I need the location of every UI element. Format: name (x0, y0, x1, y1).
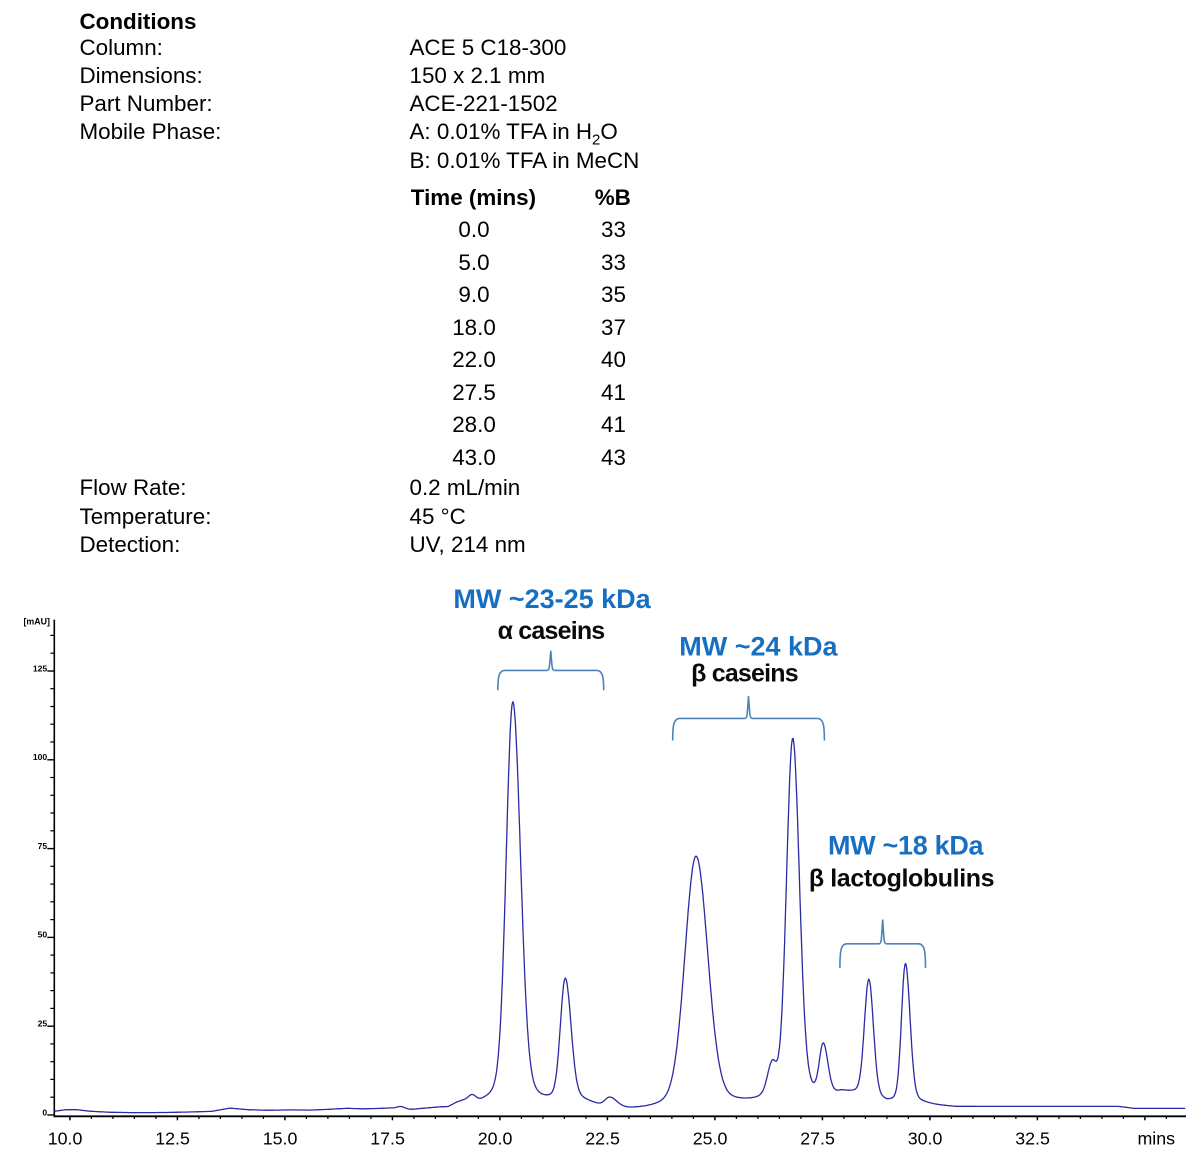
svg-text:15.0: 15.0 (263, 1129, 298, 1149)
svg-text:β lactoglobulins: β lactoglobulins (809, 864, 994, 892)
svg-text:100: 100 (33, 752, 48, 762)
svg-text:10.0: 10.0 (48, 1129, 83, 1149)
svg-text:25: 25 (38, 1019, 48, 1029)
svg-text:β caseins: β caseins (691, 660, 798, 688)
svg-text:75: 75 (38, 841, 48, 851)
svg-text:0: 0 (42, 1107, 47, 1117)
svg-text:20.0: 20.0 (478, 1129, 513, 1149)
svg-text:30.0: 30.0 (908, 1129, 943, 1149)
svg-text:50: 50 (38, 930, 48, 940)
svg-text:22.5: 22.5 (585, 1129, 620, 1149)
svg-text:[mAU]: [mAU] (24, 617, 50, 627)
svg-text:25.0: 25.0 (693, 1129, 728, 1149)
svg-text:12.5: 12.5 (155, 1129, 190, 1149)
svg-text:125: 125 (33, 663, 48, 673)
svg-text:MW ~18 kDa: MW ~18 kDa (828, 831, 985, 861)
svg-text:MW ~24 kDa: MW ~24 kDa (679, 632, 838, 662)
svg-text:17.5: 17.5 (370, 1129, 405, 1149)
svg-text:α caseins: α caseins (498, 617, 605, 645)
svg-text:mins: mins (1137, 1129, 1175, 1149)
svg-text:27.5: 27.5 (800, 1129, 835, 1149)
svg-text:MW ~23-25 kDa: MW ~23-25 kDa (453, 584, 651, 614)
svg-text:32.5: 32.5 (1015, 1129, 1050, 1149)
